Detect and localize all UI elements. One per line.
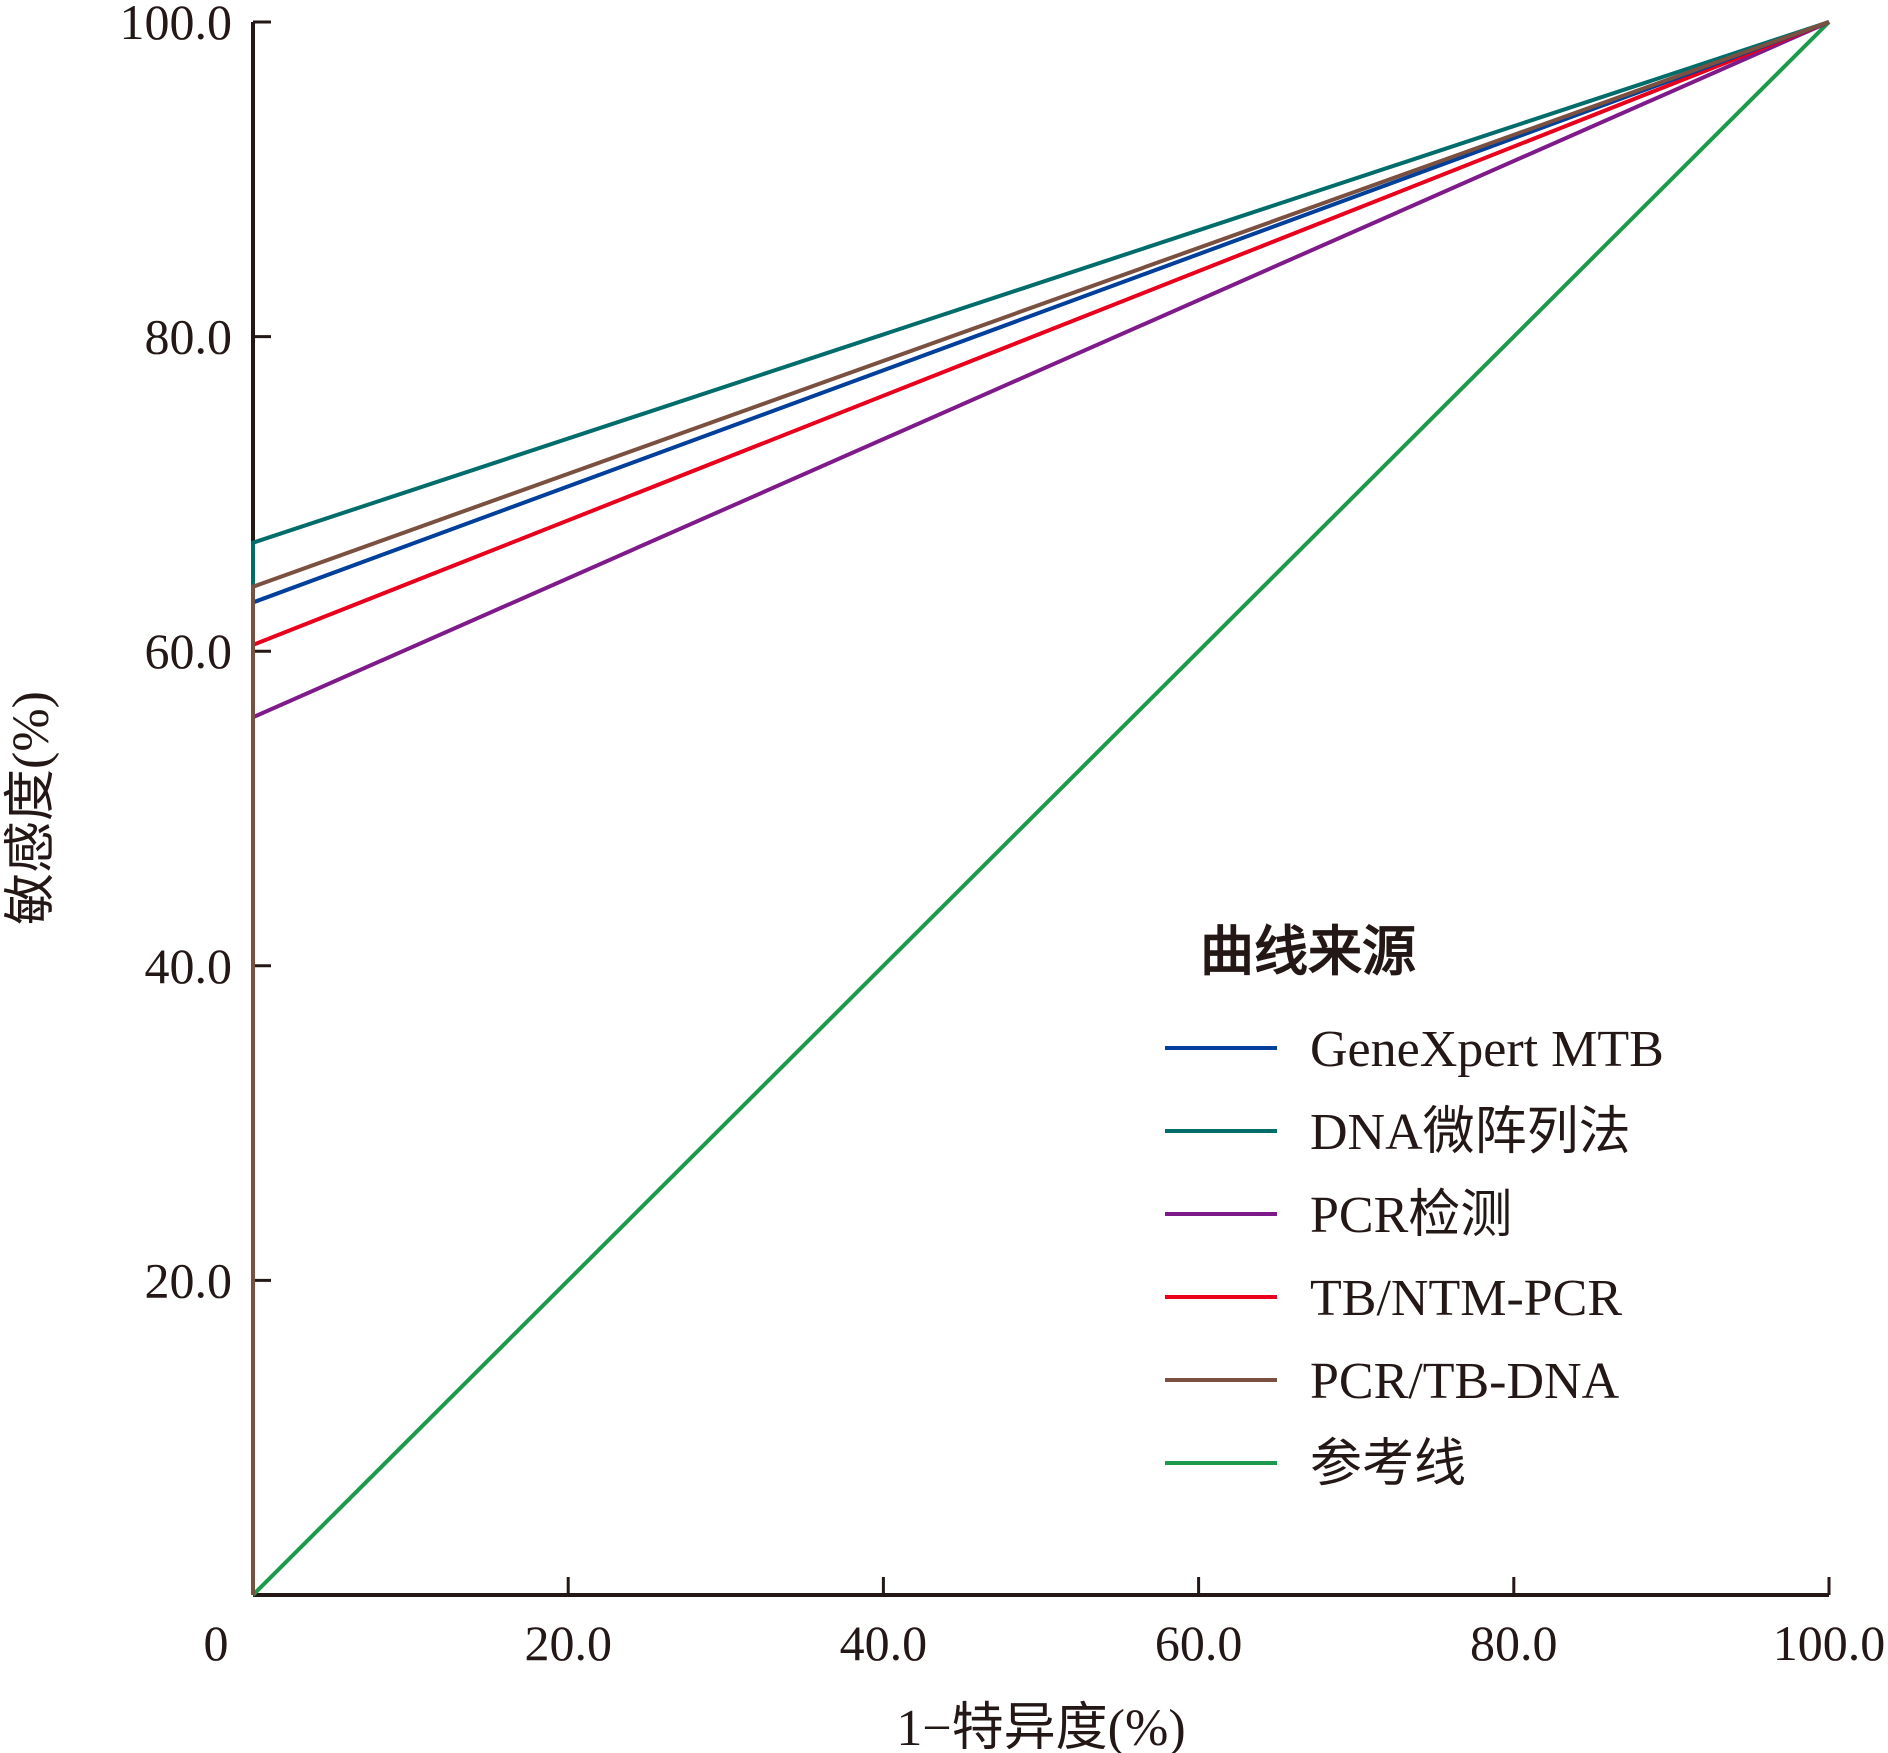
tick-labels: 0 20.0 40.0 60.0 80.0 100.0 20.0 40.0 60.0 80.0 10…: [120, 0, 1886, 1671]
legend-title: 曲线来源: [1200, 920, 1416, 983]
y-tick-label: 20.0: [145, 1252, 233, 1308]
legend-label: PCR/TB-DNA: [1310, 1353, 1620, 1410]
x-tick-label: 40.0: [840, 1615, 928, 1671]
x-axis-label: 1−特异度(%): [896, 1700, 1185, 1753]
y-tick-label: 100.0: [120, 0, 233, 50]
legend-label: DNA微阵列法: [1310, 1104, 1631, 1161]
legend-label: PCR检测: [1310, 1187, 1512, 1244]
y-tick-label: 60.0: [145, 623, 233, 679]
x-tick-label: 60.0: [1155, 1615, 1243, 1671]
legend: 曲线来源 GeneXpert MTB DNA微阵列法 PCR检测 TB/NTM-PCR…: [1165, 920, 1664, 1493]
y-tick-label: 40.0: [145, 938, 233, 994]
series-line-PCR/TB-DNA: [251, 20, 1830, 1595]
x-tick-label: 80.0: [1470, 1615, 1558, 1671]
x-tick-label: 20.0: [524, 1615, 612, 1671]
x-tick-label: 100.0: [1773, 1615, 1886, 1671]
y-tick-label: 80.0: [145, 309, 233, 365]
series-line-参考线: [251, 20, 1831, 1597]
y-axis-label: 敏感度(%): [3, 691, 60, 925]
legend-label: GeneXpert MTB: [1310, 1021, 1664, 1078]
x-tick-label: 0: [204, 1615, 229, 1671]
legend-label: TB/NTM-PCR: [1310, 1270, 1622, 1327]
legend-label: 参考线: [1310, 1436, 1466, 1493]
series-lines: [251, 20, 1831, 1597]
